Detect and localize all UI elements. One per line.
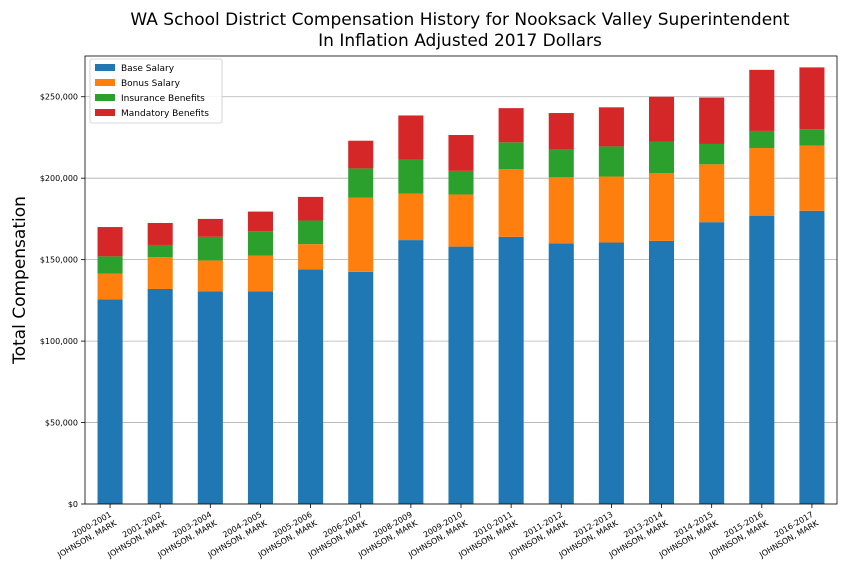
bar-base-salary	[147, 288, 173, 504]
bar-bonus-salary	[147, 257, 173, 289]
bar-mandatory-benefits	[197, 218, 223, 237]
legend-label: Base Salary	[121, 64, 175, 74]
legend-label: Mandatory Benefits	[121, 109, 209, 119]
y-axis-label: Total Compensation	[10, 196, 30, 365]
bar-insurance-benefits	[147, 244, 173, 258]
bar-mandatory-benefits	[799, 67, 825, 130]
bar-insurance-benefits	[799, 129, 825, 146]
bar-mandatory-benefits	[298, 196, 324, 221]
bar-base-salary	[498, 236, 524, 504]
bar-mandatory-benefits	[749, 69, 775, 131]
bar-mandatory-benefits	[398, 115, 424, 160]
bar-bonus-salary	[448, 194, 474, 247]
bar-bonus-salary	[97, 273, 123, 300]
y-tick-label: $50,000	[45, 419, 78, 428]
legend-swatch	[95, 79, 115, 86]
y-tick-label: $0	[68, 500, 78, 509]
bar-mandatory-benefits	[498, 108, 524, 143]
y-tick-label: $250,000	[40, 93, 78, 102]
legend-label: Bonus Salary	[121, 79, 181, 89]
bar-base-salary	[398, 240, 424, 504]
legend: Base Salary Bonus Salary Insurance Benefit…	[89, 58, 223, 124]
y-axis: $0 $50,000 $100,000 $150,000 $200,000 $250,00…	[40, 93, 85, 509]
bar-bonus-salary	[799, 145, 825, 211]
y-tick-label: $200,000	[40, 174, 78, 183]
bar-mandatory-benefits	[147, 222, 173, 245]
bar-base-salary	[97, 299, 123, 504]
bar-bonus-salary	[247, 255, 273, 292]
bar-base-salary	[247, 291, 273, 504]
y-tick-label: $100,000	[40, 337, 78, 346]
bar-insurance-benefits	[749, 130, 775, 149]
bar-mandatory-benefits	[598, 107, 624, 147]
bar-insurance-benefits	[498, 142, 524, 170]
bar-insurance-benefits	[97, 256, 123, 274]
x-axis: 2000-2001JOHNSON, MARK 2001-2002JOHNSON, …	[55, 504, 821, 560]
legend-swatch	[95, 94, 115, 101]
bar-base-salary	[197, 291, 223, 504]
bar-mandatory-benefits	[699, 97, 725, 144]
bar-insurance-benefits	[598, 146, 624, 177]
legend-swatch	[95, 64, 115, 71]
bar-insurance-benefits	[448, 170, 474, 195]
chart-title-line1: WA School District Compensation History …	[130, 10, 790, 30]
bar-bonus-salary	[398, 193, 424, 241]
bar-insurance-benefits	[348, 168, 374, 198]
bar-base-salary	[598, 242, 624, 504]
y-tick-label: $150,000	[40, 256, 78, 265]
bar-base-salary	[348, 271, 374, 504]
legend-swatch	[95, 109, 115, 116]
bar-insurance-benefits	[298, 220, 324, 245]
bar-mandatory-benefits	[548, 113, 574, 150]
bar-base-salary	[298, 269, 324, 504]
bar-base-salary	[448, 246, 474, 504]
bar-bonus-salary	[298, 244, 324, 270]
bar-bonus-salary	[498, 169, 524, 237]
legend-label: Insurance Benefits	[121, 94, 205, 104]
bar-bonus-salary	[548, 177, 574, 244]
bar-insurance-benefits	[398, 159, 424, 194]
bar-insurance-benefits	[649, 141, 675, 174]
bar-bonus-salary	[348, 197, 374, 272]
bars	[97, 67, 825, 504]
bar-base-salary	[749, 215, 775, 504]
bar-bonus-salary	[749, 148, 775, 216]
bar-mandatory-benefits	[448, 135, 474, 171]
bar-insurance-benefits	[699, 143, 725, 165]
bar-mandatory-benefits	[348, 140, 374, 169]
legend-box	[89, 58, 223, 124]
chart-title-line2: In Inflation Adjusted 2017 Dollars	[318, 31, 602, 51]
bar-base-salary	[649, 240, 675, 504]
bar-bonus-salary	[197, 260, 223, 292]
bar-base-salary	[548, 243, 574, 504]
bar-insurance-benefits	[197, 236, 223, 261]
bar-bonus-salary	[699, 164, 725, 223]
bar-mandatory-benefits	[247, 211, 273, 232]
bar-bonus-salary	[649, 173, 675, 241]
bar-mandatory-benefits	[649, 96, 675, 142]
bar-mandatory-benefits	[97, 227, 123, 257]
bar-insurance-benefits	[247, 231, 273, 256]
bar-base-salary	[799, 210, 825, 504]
bar-base-salary	[699, 222, 725, 504]
bar-bonus-salary	[598, 176, 624, 243]
bar-insurance-benefits	[548, 149, 574, 178]
